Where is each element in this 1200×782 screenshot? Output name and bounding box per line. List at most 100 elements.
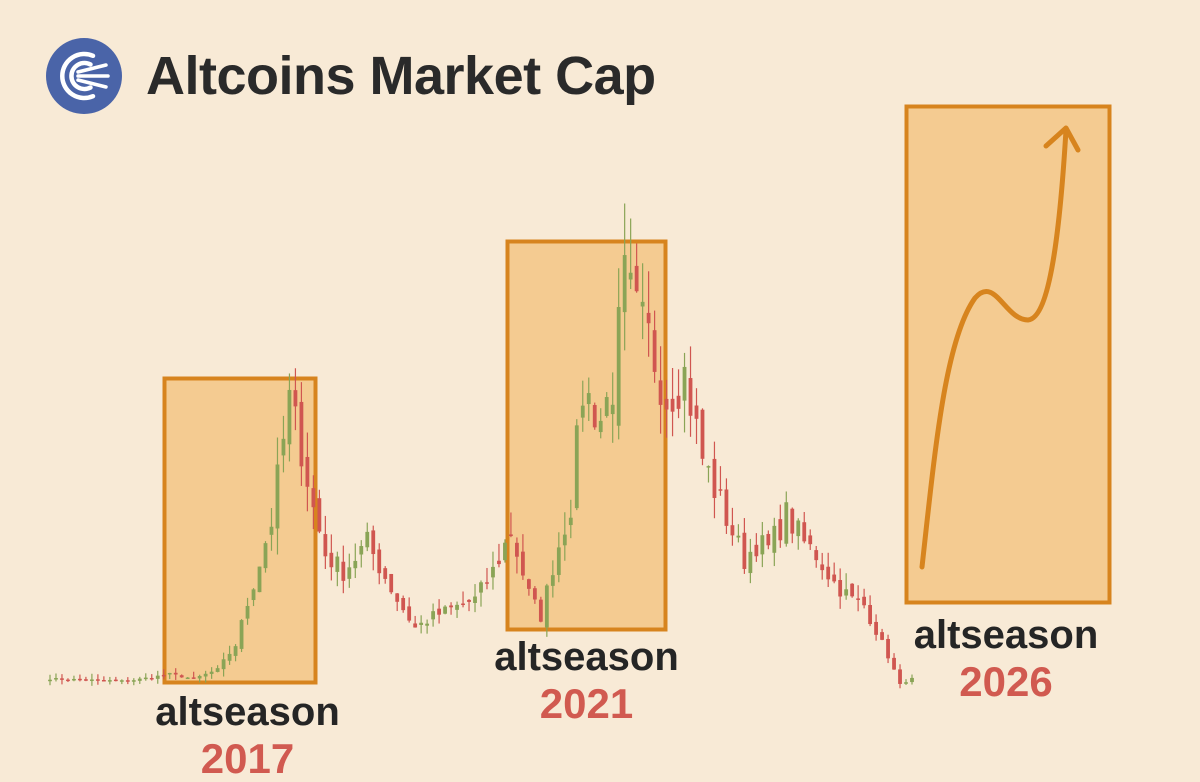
- candle-down: [371, 530, 376, 555]
- candle-up: [550, 575, 555, 586]
- candle-up: [90, 679, 94, 681]
- candle-up: [760, 535, 765, 555]
- candle-up: [215, 668, 220, 672]
- candle-up: [281, 438, 286, 456]
- candle-up: [359, 546, 364, 555]
- candle-down: [60, 678, 64, 680]
- candle-down: [802, 522, 807, 542]
- candle-up: [167, 672, 172, 675]
- candle-up: [904, 682, 908, 684]
- candle-up: [251, 589, 256, 601]
- candle-down: [401, 597, 406, 611]
- candle-down: [868, 605, 872, 625]
- candle-down: [850, 583, 855, 597]
- candle-down: [413, 623, 418, 628]
- candle-up: [227, 653, 232, 661]
- season-word: altseason: [913, 613, 1099, 657]
- candle-up: [479, 582, 483, 593]
- candle-up: [784, 502, 789, 544]
- candle-down: [323, 534, 328, 557]
- candle-up: [772, 525, 777, 553]
- candle-down: [293, 390, 298, 407]
- candle-up: [425, 623, 430, 626]
- candle-down: [712, 458, 717, 498]
- candle-down: [389, 573, 394, 593]
- season-word: altseason: [155, 690, 340, 734]
- candle-down: [161, 674, 166, 677]
- candle-down: [395, 593, 400, 602]
- candle-down: [149, 678, 154, 680]
- candle-up: [233, 646, 238, 656]
- candle-down: [652, 330, 657, 372]
- candle-up: [287, 389, 292, 445]
- candle-down: [742, 532, 747, 569]
- candle-up: [616, 307, 621, 426]
- candle-down: [856, 598, 861, 600]
- candle-up: [131, 680, 136, 682]
- candle-down: [694, 405, 699, 419]
- logo-icon: [46, 38, 122, 114]
- candle-down: [407, 606, 412, 621]
- candle-down: [437, 608, 441, 615]
- candle-up: [622, 255, 627, 313]
- candle-down: [778, 519, 783, 541]
- candle-down: [497, 560, 501, 565]
- candle-down: [754, 544, 759, 557]
- candle-down: [592, 404, 597, 428]
- candle-up: [221, 659, 226, 670]
- candle-up: [257, 566, 262, 593]
- candle-down: [515, 542, 519, 557]
- candle-down: [664, 398, 669, 410]
- candle-up: [628, 272, 633, 280]
- candle-series: [48, 203, 914, 689]
- candle-up: [353, 560, 358, 569]
- season-word: altseason: [494, 635, 679, 679]
- highlight-box-2021: [505, 239, 668, 632]
- candle-down: [658, 380, 663, 405]
- candle-up: [544, 585, 549, 628]
- candle-up: [155, 675, 160, 679]
- candle-down: [892, 657, 896, 670]
- candle-up: [682, 366, 687, 401]
- candle-down: [532, 588, 537, 600]
- candle-up: [748, 551, 753, 574]
- candle-up: [347, 567, 352, 579]
- candle-up: [844, 589, 849, 596]
- candle-down: [84, 679, 88, 681]
- candle-up: [568, 517, 573, 526]
- candle-up: [269, 526, 274, 535]
- candle-down: [526, 579, 531, 589]
- chart-title: Altcoins Market Cap: [146, 46, 656, 106]
- candle-up: [455, 604, 459, 610]
- season-label-2017: altseason 2017: [145, 692, 350, 780]
- candle-up: [736, 535, 741, 538]
- candle-down: [383, 568, 388, 579]
- highlight-box-2026: [904, 104, 1112, 605]
- candle-down: [700, 409, 705, 459]
- candle-up: [796, 520, 801, 537]
- candle-down: [66, 679, 70, 682]
- concentric-arcs-logo-icon: [60, 51, 110, 101]
- candle-down: [449, 605, 453, 608]
- candle-down: [101, 679, 106, 682]
- candle-down: [790, 508, 795, 534]
- candle-up: [910, 677, 914, 683]
- candle-down: [676, 395, 681, 409]
- candle-up: [604, 397, 609, 416]
- candle-down: [179, 675, 184, 678]
- candle-up: [431, 611, 436, 620]
- candle-up: [143, 677, 148, 680]
- candle-down: [880, 632, 884, 640]
- candle-up: [562, 534, 567, 546]
- candle-up: [72, 678, 76, 681]
- candle-up: [443, 606, 447, 614]
- candle-up: [365, 531, 370, 548]
- candlestick-chart: [48, 104, 1112, 689]
- candle-down: [646, 312, 651, 324]
- candle-up: [107, 680, 112, 682]
- candle-down: [862, 596, 867, 606]
- candle-up: [203, 673, 208, 677]
- projection-curve: [919, 127, 1069, 570]
- candle-down: [509, 534, 513, 537]
- candle-down: [317, 498, 322, 532]
